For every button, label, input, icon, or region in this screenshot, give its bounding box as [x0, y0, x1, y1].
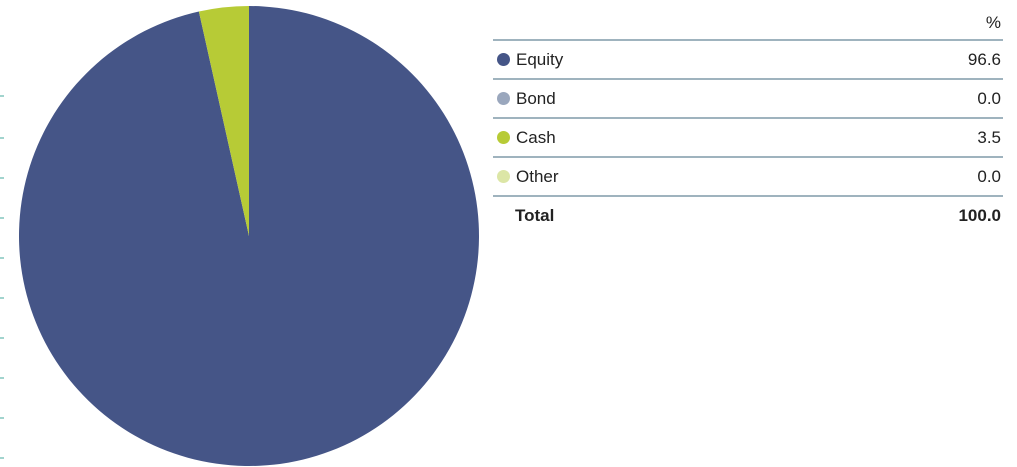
- legend-table: % Equity 96.6 Bond 0.0 Cash 3.5 Other 0.…: [493, 6, 1003, 234]
- legend-row-bond: Bond 0.0: [493, 78, 1003, 118]
- legend-label: Bond: [516, 88, 556, 108]
- legend-label-cell: Equity: [493, 39, 806, 79]
- value-header: %: [985, 12, 1001, 32]
- legend-header-row: %: [493, 6, 1003, 40]
- bond-swatch: [497, 91, 510, 105]
- legend-row-other: Other 0.0: [493, 156, 1003, 196]
- pie-chart: [17, 5, 481, 467]
- total-label: Total: [493, 195, 806, 234]
- legend-value: 96.6: [805, 39, 1003, 79]
- legend-label-cell: Other: [493, 156, 806, 196]
- legend-label: Other: [516, 166, 559, 186]
- legend-label-cell: Cash: [493, 117, 806, 157]
- axis-tick-marks: [0, 95, 4, 459]
- total-value: 100.0: [805, 195, 1003, 234]
- legend-label-cell: Bond: [493, 78, 806, 118]
- legend-label: Cash: [516, 127, 556, 147]
- legend-header-spacer: [493, 6, 805, 40]
- cash-swatch: [497, 130, 510, 144]
- legend-value: 0.0: [805, 78, 1003, 118]
- legend-row-equity: Equity 96.6: [493, 39, 1003, 79]
- legend-row-cash: Cash 3.5: [493, 117, 1003, 157]
- pie-svg: [18, 6, 479, 467]
- other-swatch: [497, 169, 510, 183]
- legend-value: 3.5: [805, 117, 1003, 157]
- legend-label: Equity: [516, 49, 564, 69]
- pie-slice-equity: [18, 6, 479, 467]
- pie-slice-cash: [198, 6, 249, 236]
- equity-swatch: [497, 52, 510, 66]
- legend-row-total: Total 100.0: [493, 195, 1003, 234]
- legend-value: 0.0: [805, 156, 1003, 196]
